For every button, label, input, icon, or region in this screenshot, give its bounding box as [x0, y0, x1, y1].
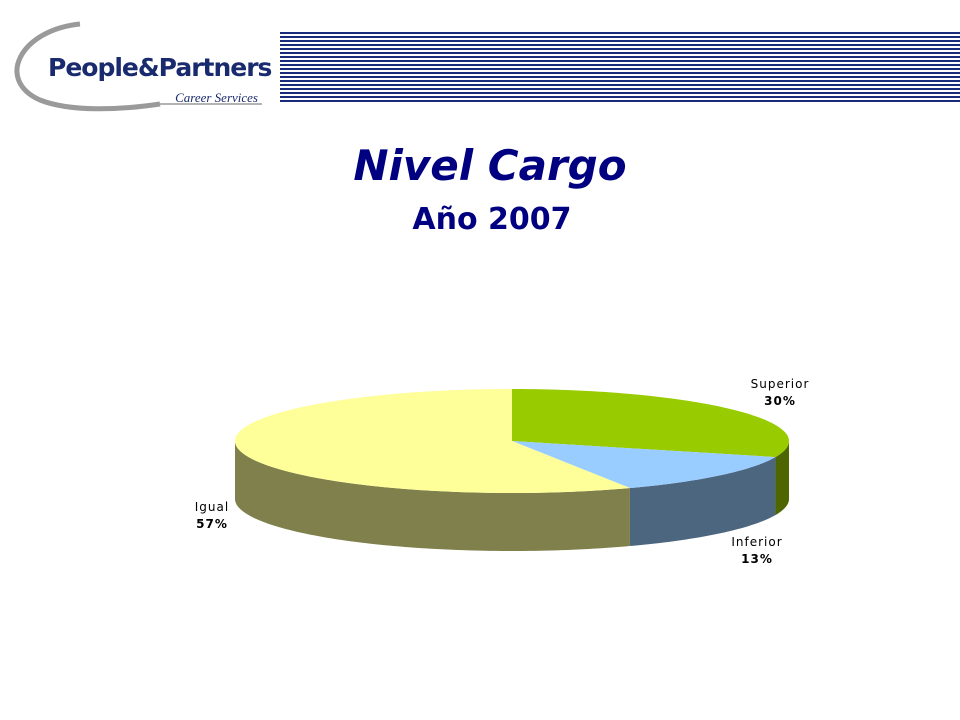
header-band [280, 32, 960, 102]
pie: Superior 30% Inferior 13% Igual 57% [195, 377, 810, 566]
slice [512, 441, 776, 489]
logo-swoosh [14, 21, 161, 112]
slice-side [775, 441, 789, 516]
slice-value-label: 30% [764, 394, 796, 408]
slice [235, 389, 630, 493]
slice-label: Superior [751, 377, 810, 391]
chart-title: Nivel Cargo [353, 141, 626, 190]
logo-name: People&Partners [48, 53, 272, 82]
slice [512, 389, 789, 458]
slice-value-label: 57% [196, 517, 228, 531]
slice-side [235, 441, 630, 551]
chart-subtitle: Año 2007 [412, 202, 571, 237]
slice-label: Inferior [731, 535, 782, 549]
logo-tagline: Career Services [175, 90, 258, 105]
logo: People&Partners Career Services [14, 21, 273, 112]
slice-value-label: 13% [741, 552, 773, 566]
slice-label: Igual [195, 500, 229, 514]
slice-side [629, 457, 776, 547]
